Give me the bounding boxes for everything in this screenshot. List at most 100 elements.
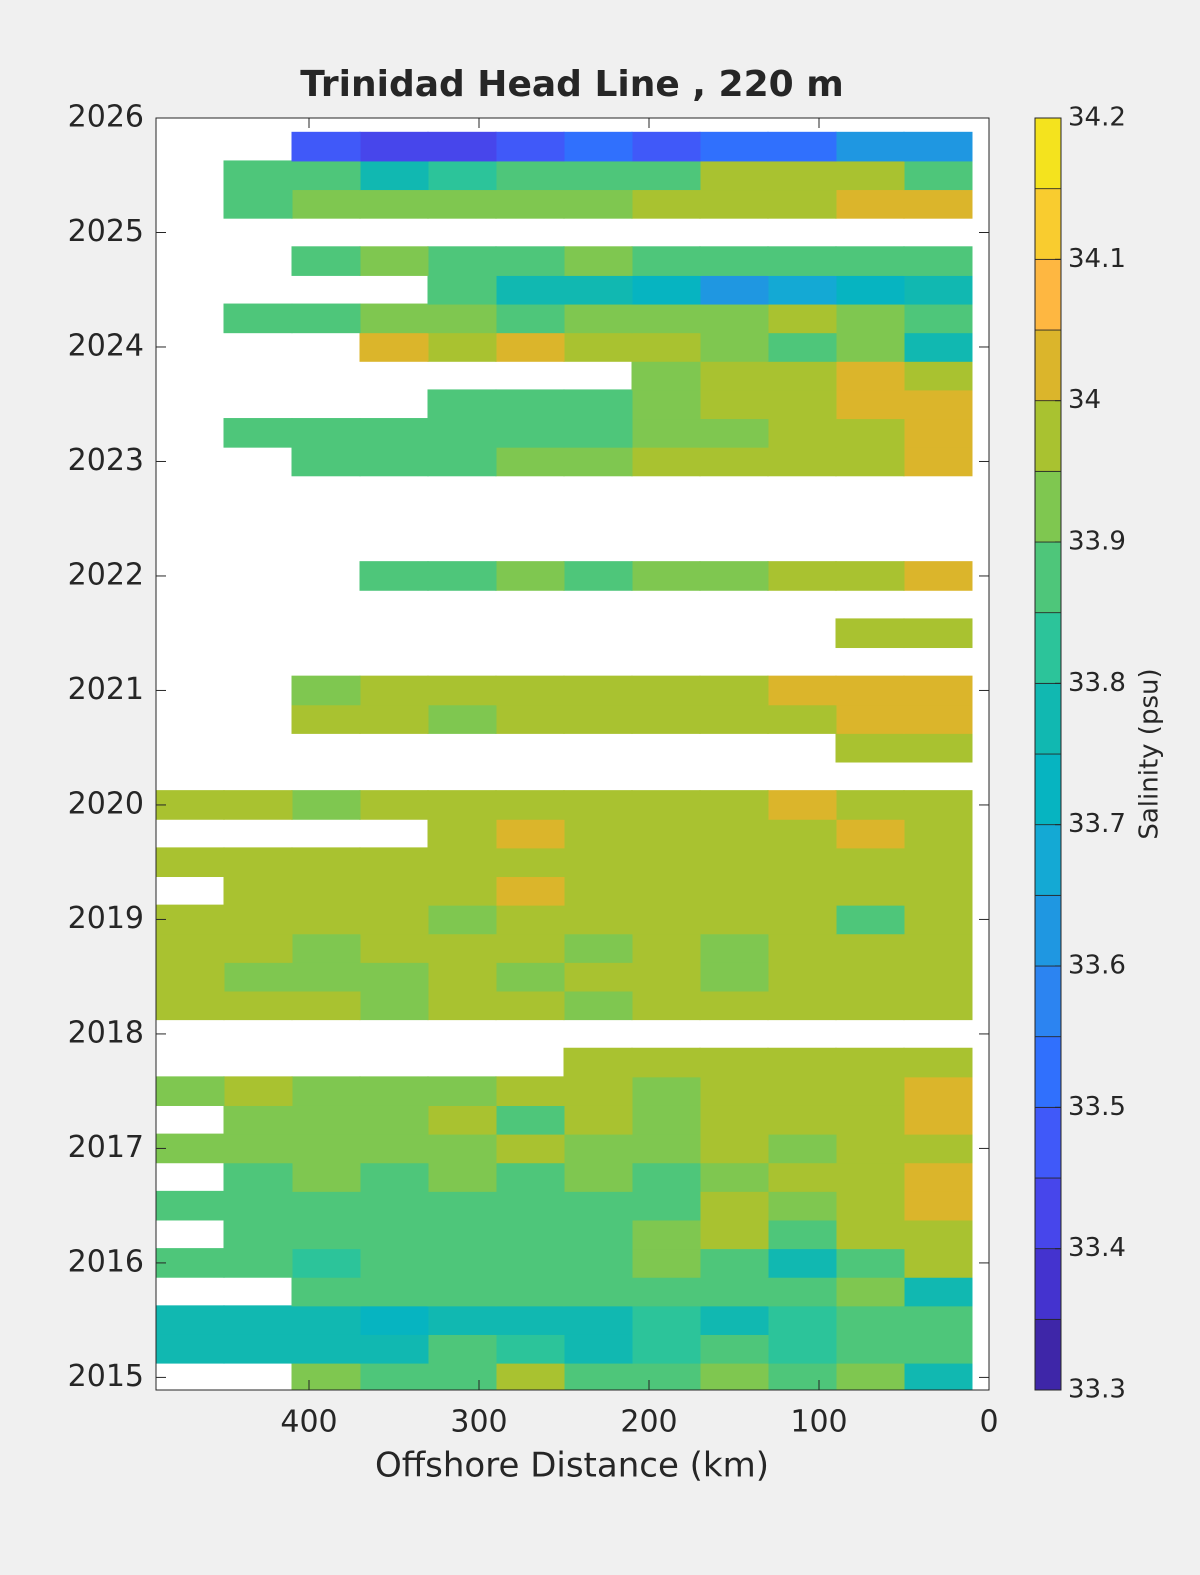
contour-cell [291,1219,361,1250]
contour-cell [563,332,633,362]
contour-cell [495,990,565,1021]
contour-cell [767,418,837,448]
contour-cell [699,1104,769,1135]
contour-cell [156,990,225,1021]
contour-cell [767,246,837,276]
contour-cell [631,389,701,420]
contour-cell [359,1219,429,1250]
contour-cell [563,790,633,820]
contour-cell [563,1305,633,1335]
colorbar-tick-label: 33.3 [1068,1375,1126,1405]
contour-cell [427,876,497,906]
contour-cell [291,1190,361,1221]
contour-cell [631,1190,701,1221]
contour-cell [495,246,565,276]
contour-cell [767,389,837,420]
contour-cell [291,933,361,963]
contour-cell [495,160,565,191]
contour-cell [903,246,973,276]
chart-title: Trinidad Head Line , 220 m [300,64,843,105]
contour-cell [903,189,973,219]
contour-cell [699,303,769,334]
contour-cell [563,561,633,591]
contour-cell [631,131,701,162]
contour-cell [359,1133,429,1164]
contour-cell [835,1047,905,1078]
y-tick-label: 2016 [68,1244,144,1279]
contour-cell [427,675,497,706]
contour-cell [631,303,701,334]
contour-cell [903,1276,973,1307]
contour-cell [495,1219,565,1250]
contour-cell [767,1076,837,1106]
contour-cell [495,446,565,477]
contour-cell [223,1248,293,1278]
contour-cell [359,876,429,906]
contour-cell [835,618,905,649]
y-tick-label: 2025 [68,214,144,249]
contour-cell [903,675,973,706]
contour-cell [291,1076,361,1106]
y-tick-label: 2019 [68,901,144,936]
contour-cell [563,418,633,448]
colorbar-tick-label: 33.5 [1068,1092,1126,1122]
contour-cell [767,332,837,362]
colorbar-segment [1034,682,1062,755]
contour-cell [291,189,361,219]
contour-cell [631,933,701,963]
contour-cell [631,704,701,734]
y-tick-label: 2024 [68,328,144,363]
contour-cell [835,160,905,191]
contour-cell [767,131,837,162]
contour-cell [835,847,905,878]
contour-cell [699,1133,769,1164]
y-tick-label: 2021 [68,672,144,707]
contour-cell [495,1305,565,1335]
contour-cell [495,303,565,334]
contour-cell [495,704,565,734]
contour-cell [427,847,497,878]
contour-cell [223,1133,293,1164]
colorbar-segment [1034,1106,1062,1179]
colorbar-tick-label: 34.2 [1068,103,1126,133]
contour-cell [835,1276,905,1307]
contour-cell [291,904,361,935]
contour-cell [223,418,293,448]
colorbar-segment [1034,470,1062,543]
contour-cell [767,360,837,391]
contour-cell [427,274,497,305]
contour-cell [563,1276,633,1307]
contour-cell [563,1104,633,1135]
contour-cell [903,1133,973,1164]
colorbar-segment [1034,258,1062,331]
contour-cell [427,1248,497,1278]
contour-cell [767,1333,837,1364]
contour-cell [767,1190,837,1221]
contour-cell [631,904,701,935]
y-tick-label: 2015 [68,1359,144,1394]
colorbar-tick-label: 33.9 [1068,527,1126,557]
contour-cell [903,876,973,906]
contour-cell [699,704,769,734]
contour-cell [495,1248,565,1278]
contour-cell [563,675,633,706]
contour-cell [427,933,497,963]
contour-cell [699,675,769,706]
contour-cell [563,274,633,305]
contour-cell [359,790,429,820]
contour-cell [835,418,905,448]
contour-cell [563,303,633,334]
contour-cell [631,1076,701,1106]
contour-cell [631,990,701,1021]
contour-cell [835,990,905,1021]
contour-cell [835,876,905,906]
contour-cell [291,790,361,820]
contour-cell [699,246,769,276]
contour-cell [563,246,633,276]
contour-cell [903,618,973,649]
contour-cell [699,1047,769,1078]
contour-cell [495,1133,565,1164]
contour-cell [427,1219,497,1250]
contour-cell [427,131,497,162]
